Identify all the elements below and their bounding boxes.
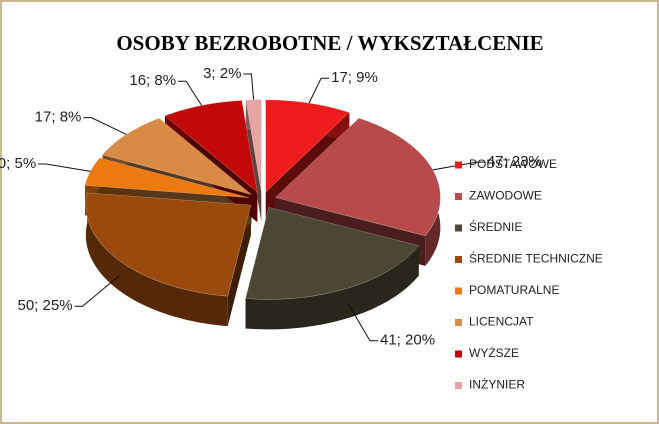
leader-line [243, 73, 255, 100]
slice-side [245, 245, 419, 330]
legend-swatch [455, 319, 462, 326]
data-label: 41; 20% [380, 332, 435, 349]
slice-side [245, 100, 262, 222]
data-label: 50; 25% [17, 297, 72, 314]
legend-swatch [455, 161, 462, 169]
legend-swatch [455, 193, 462, 200]
slice [245, 99, 262, 192]
slice [85, 192, 252, 297]
data-label: 17; 8% [35, 109, 82, 126]
leader-line [83, 117, 127, 135]
slice [245, 207, 420, 300]
legend-swatch [455, 287, 462, 295]
legend-label: INŻYNIER [469, 378, 525, 392]
slice-side [227, 205, 251, 327]
leader-line [432, 161, 485, 171]
legend-label: PODSTAWOWE [469, 157, 557, 171]
legend-swatch [455, 224, 462, 232]
legend-label: ŚREDNIE TECHNICZNE [469, 251, 603, 266]
legend-swatch [455, 256, 462, 263]
leader-line [308, 77, 330, 104]
slice [274, 117, 441, 237]
chart-title: OSOBY BEZROBOTNE / WYKSZTAŁCENIE [116, 31, 543, 55]
data-label: 16; 8% [129, 72, 176, 89]
leader-line [38, 163, 91, 172]
legend-swatch [455, 382, 462, 389]
legend-label: WYŻSZE [469, 346, 519, 360]
legend-label: ZAWODOWE [469, 189, 542, 203]
slice-side [85, 192, 228, 327]
pie-tops [84, 99, 441, 300]
data-label: 17; 9% [331, 69, 378, 86]
leader-line [74, 275, 120, 307]
data-labels: 17; 9% 47; 23% 41; 20% 50; 25% 10; 5% 17; 8% 1… [0, 65, 542, 349]
data-label: 47; 23% [487, 153, 542, 170]
slice [84, 157, 249, 198]
data-label: 3; 2% [203, 65, 241, 82]
slice [164, 100, 258, 193]
legend-label: POMATURALNE [469, 283, 559, 297]
legend-label: ŚREDNIE [469, 219, 522, 234]
leader-line [178, 80, 203, 106]
data-label: 10; 5% [0, 155, 36, 172]
legend-swatch [455, 350, 462, 358]
legend: PODSTAWOWE ZAWODOWE ŚREDNIE ŚREDNIE TECHNIC… [455, 157, 603, 392]
leader-line [347, 302, 378, 342]
legend-label: LICENCJAT [469, 315, 534, 329]
